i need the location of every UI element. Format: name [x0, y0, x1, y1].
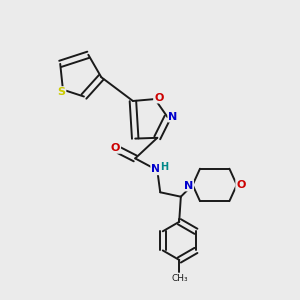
Text: O: O [111, 143, 120, 153]
Text: N: N [151, 164, 160, 174]
Text: CH₃: CH₃ [171, 274, 188, 283]
Text: N: N [184, 181, 193, 190]
Text: O: O [236, 180, 246, 190]
Text: N: N [168, 112, 178, 122]
Text: O: O [154, 93, 164, 103]
Text: H: H [160, 162, 168, 172]
Text: S: S [57, 87, 65, 97]
